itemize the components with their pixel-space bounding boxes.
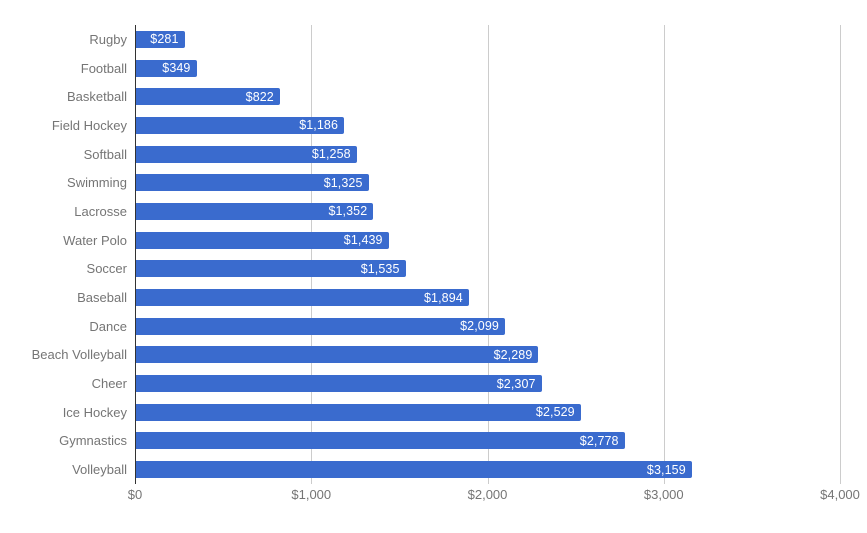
bar-row-gymnastics: $2,778: [135, 427, 840, 456]
bar-row-football: $349: [135, 54, 840, 83]
x-axis: $0 $1,000 $2,000 $3,000 $4,000: [128, 487, 860, 505]
bar-beach-volleyball[interactable]: $2,289: [135, 346, 539, 364]
bar-value-label: $1,535: [360, 261, 400, 276]
bar-value-label: $1,186: [299, 118, 339, 133]
bar-rows: $281 $349 $822 $1,186 $1,258 $1,325 $1,352 $1,4…: [135, 25, 840, 484]
bar-value-label: $2,307: [496, 376, 536, 391]
category-label-volleyball: Volleyball: [72, 462, 127, 478]
bar-lacrosse[interactable]: $1,352: [135, 202, 374, 220]
x-axis-tick-label: $4,000: [820, 487, 860, 502]
plot-area: $281 $349 $822 $1,186 $1,258 $1,325 $1,352 $1,4…: [135, 25, 841, 484]
category-label-basketball: Basketball: [67, 89, 127, 105]
category-label-softball: Softball: [83, 146, 127, 162]
bar-water-polo[interactable]: $1,439: [135, 231, 389, 249]
bar-value-label: $822: [245, 89, 274, 104]
bar-value-label: $2,778: [579, 433, 619, 448]
x-axis-tick-label: $3,000: [643, 487, 684, 502]
bar-row-rugby: $281: [135, 25, 840, 54]
bar-rugby[interactable]: $281: [135, 30, 185, 48]
bar-row-baseball: $1,894: [135, 283, 840, 312]
bar-value-label: $1,325: [323, 175, 363, 190]
bar-dance[interactable]: $2,099: [135, 317, 505, 335]
bar-value-label: $2,529: [535, 405, 575, 420]
category-label-field-hockey: Field Hockey: [51, 117, 127, 133]
bar-field-hockey[interactable]: $1,186: [135, 116, 345, 134]
bar-gymnastics[interactable]: $2,778: [135, 432, 625, 450]
bar-value-label: $1,894: [423, 290, 463, 305]
bar-row-lacrosse: $1,352: [135, 197, 840, 226]
bar-row-ice-hockey: $2,529: [135, 398, 840, 427]
category-label-beach-volleyball: Beach Volleyball: [31, 347, 127, 363]
category-label-rugby: Rugby: [89, 31, 127, 47]
gridline: [487, 25, 489, 484]
bar-value-label: $1,352: [328, 204, 368, 219]
gridline: [840, 25, 841, 484]
bar-swimming[interactable]: $1,325: [135, 174, 369, 192]
bar-volleyball[interactable]: $3,159: [135, 461, 692, 479]
category-label-soccer: Soccer: [86, 261, 127, 277]
bar-row-soccer: $1,535: [135, 255, 840, 284]
category-label-cheer: Cheer: [91, 376, 127, 392]
bar-row-dance: $2,099: [135, 312, 840, 341]
bar-row-water-polo: $1,439: [135, 226, 840, 255]
x-axis-tick-label: $0: [127, 487, 143, 502]
bar-row-cheer: $2,307: [135, 369, 840, 398]
category-label-water-polo: Water Polo: [63, 232, 127, 248]
bar-soccer[interactable]: $1,535: [135, 260, 406, 278]
bar-ice-hockey[interactable]: $2,529: [135, 403, 581, 421]
x-axis-tick-label: $2,000: [467, 487, 508, 502]
bar-value-label: $349: [162, 61, 191, 76]
bar-row-beach-volleyball: $2,289: [135, 341, 840, 370]
bar-row-swimming: $1,325: [135, 168, 840, 197]
bar-value-label: $1,439: [343, 233, 383, 248]
bar-value-label: $2,289: [493, 347, 533, 362]
category-label-swimming: Swimming: [67, 175, 127, 191]
gridline: [663, 25, 665, 484]
bar-row-field-hockey: $1,186: [135, 111, 840, 140]
bar-softball[interactable]: $1,258: [135, 145, 357, 163]
bar-value-label: $1,258: [311, 147, 351, 162]
bar-row-basketball: $822: [135, 82, 840, 111]
bar-row-volleyball: $3,159: [135, 455, 840, 484]
bar-baseball[interactable]: $1,894: [135, 289, 469, 307]
category-label-lacrosse: Lacrosse: [74, 203, 127, 219]
bar-value-label: $3,159: [646, 462, 686, 477]
bar-value-label: $2,099: [460, 319, 499, 334]
category-label-dance: Dance: [89, 318, 127, 334]
bar-value-label: $281: [150, 32, 179, 47]
category-label-football: Football: [80, 60, 127, 76]
bar-cheer[interactable]: $2,307: [135, 375, 542, 393]
category-label-gymnastics: Gymnastics: [59, 433, 127, 449]
y-axis-baseline: [135, 25, 136, 484]
bar-basketball[interactable]: $822: [135, 88, 280, 106]
category-label-baseball: Baseball: [77, 290, 127, 306]
category-axis: Rugby Football Basketball Field Hockey Softb…: [0, 25, 127, 484]
gridline: [311, 25, 313, 484]
category-label-ice-hockey: Ice Hockey: [62, 404, 127, 420]
bar-row-softball: $1,258: [135, 140, 840, 169]
bar-football[interactable]: $349: [135, 59, 197, 77]
x-axis-tick-label: $1,000: [291, 487, 332, 502]
